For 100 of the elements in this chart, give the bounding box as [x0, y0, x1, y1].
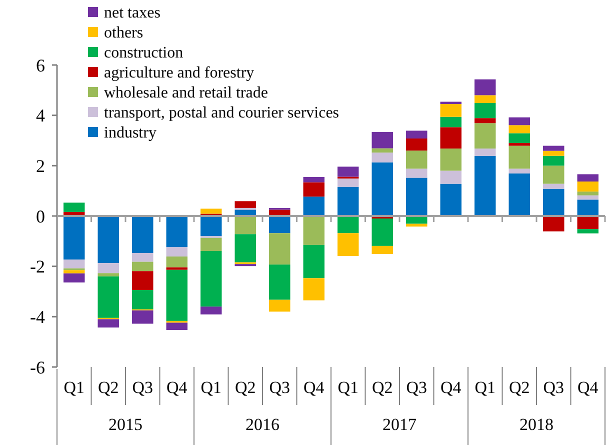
bar	[269, 233, 290, 265]
legend-label: industry	[104, 124, 156, 142]
bar	[474, 148, 496, 156]
y-tick-label: -6	[30, 357, 45, 378]
x-tick-label: Q1	[474, 378, 496, 397]
legend-label: agriculture and forestry	[104, 64, 254, 82]
bar	[372, 218, 393, 246]
bar	[474, 95, 496, 103]
bar	[543, 150, 564, 156]
bar	[98, 273, 119, 276]
bar	[440, 170, 462, 184]
bar	[303, 216, 324, 245]
bar	[406, 178, 428, 216]
bar	[269, 264, 290, 300]
bar	[543, 166, 564, 184]
text: 2016	[246, 414, 280, 434]
x-tick-label: Q3	[269, 378, 290, 397]
x-tick-label: Q2	[234, 378, 256, 397]
x-tick-label: Q1	[200, 378, 222, 397]
x-tick-label: Q3	[543, 378, 564, 397]
bar	[132, 310, 154, 324]
y-tick-label: -4	[30, 306, 45, 327]
bar	[406, 138, 428, 151]
bar	[303, 196, 324, 216]
legend-label: net taxes	[104, 4, 160, 22]
bar	[508, 117, 530, 126]
y-tick-label: -2	[30, 256, 45, 277]
bar	[132, 271, 154, 290]
bar	[338, 233, 359, 256]
bar	[474, 156, 496, 216]
bar	[372, 152, 393, 162]
text: 2015	[108, 414, 142, 434]
bar	[372, 132, 393, 148]
bar	[577, 182, 598, 192]
bar	[577, 195, 598, 200]
bar	[543, 216, 564, 232]
bar	[372, 148, 393, 153]
bar	[132, 262, 154, 272]
x-tick-label: Q2	[372, 378, 393, 397]
legend-label: construction	[104, 44, 184, 62]
bar	[132, 290, 154, 310]
legend-label: transport, postal and courier services	[104, 104, 340, 122]
x-tick-label: Q1	[338, 378, 359, 397]
bar	[64, 202, 85, 212]
bar	[166, 247, 188, 257]
bar	[474, 123, 496, 149]
bar	[200, 216, 222, 236]
bar	[543, 156, 564, 166]
bar	[132, 216, 154, 253]
y-tick-label: 0	[36, 206, 45, 226]
text: 2018	[520, 414, 554, 434]
bar	[166, 267, 188, 270]
bar	[508, 173, 530, 216]
bar	[166, 256, 188, 268]
bar	[440, 104, 462, 117]
bar	[166, 270, 188, 321]
bar	[234, 234, 256, 262]
bar	[166, 322, 188, 330]
bar	[474, 79, 496, 96]
bar	[64, 216, 85, 260]
bar	[303, 278, 324, 300]
y-tick-label: 6	[36, 55, 45, 76]
bar	[64, 273, 85, 282]
bar	[577, 192, 598, 196]
bar	[338, 178, 359, 187]
bar	[269, 216, 290, 234]
y-tick-label: 2	[36, 156, 45, 176]
bar	[132, 252, 154, 262]
bar	[234, 216, 256, 234]
y-tick-label: 4	[36, 106, 45, 126]
bar	[440, 184, 462, 216]
bar	[64, 270, 85, 274]
bar	[64, 260, 85, 268]
bar	[98, 263, 119, 274]
x-tick-label: Q3	[406, 378, 428, 397]
bar	[474, 103, 496, 118]
bar	[543, 188, 564, 216]
x-tick-label: Q4	[166, 378, 188, 397]
bar	[338, 186, 359, 216]
bar	[234, 201, 256, 208]
bar	[200, 238, 222, 251]
x-tick-label: Q2	[98, 378, 119, 397]
bar	[406, 130, 428, 138]
bar	[200, 208, 222, 214]
bar	[440, 102, 462, 104]
bar	[508, 143, 530, 146]
bar	[303, 244, 324, 278]
bar	[440, 127, 462, 149]
bar	[269, 300, 290, 312]
bar	[303, 182, 324, 197]
bar	[303, 176, 324, 182]
bar	[372, 162, 393, 216]
bar	[508, 125, 530, 134]
x-tick-label: Q1	[64, 378, 85, 397]
x-tick-label: Q4	[577, 378, 599, 397]
bar	[543, 184, 564, 189]
text: 2017	[382, 414, 417, 434]
bar	[372, 246, 393, 254]
legend-label: others	[104, 24, 144, 42]
bar	[474, 118, 496, 124]
